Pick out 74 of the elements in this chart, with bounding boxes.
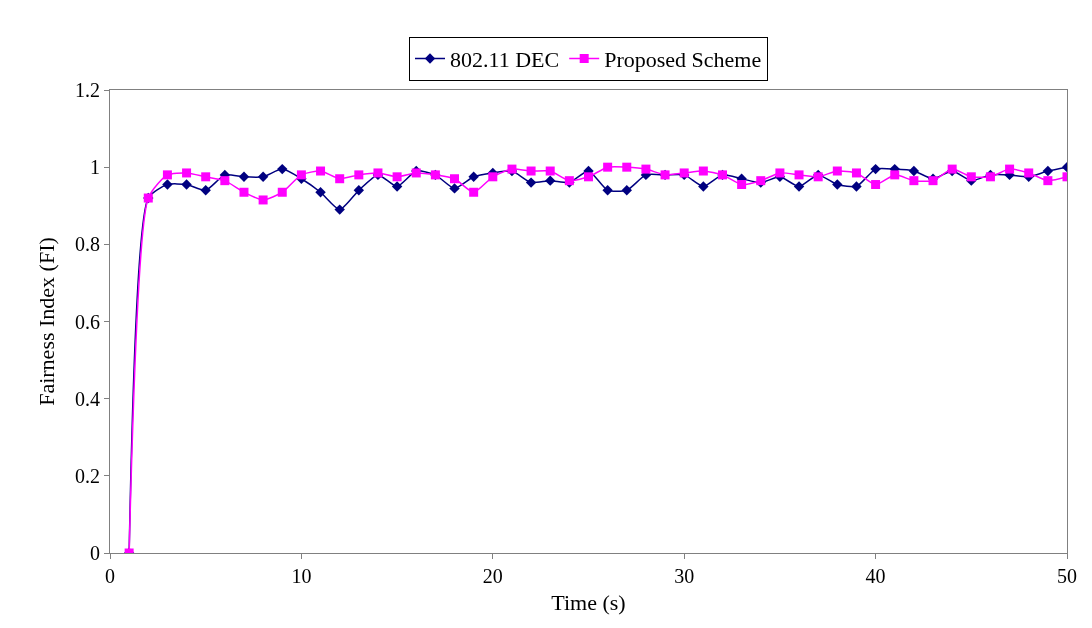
point	[526, 166, 536, 176]
point	[698, 181, 709, 192]
x-tick-label: 30	[674, 565, 695, 587]
y-tick-label: 1	[90, 156, 100, 179]
point	[602, 185, 613, 196]
point	[1043, 176, 1053, 186]
point	[832, 179, 843, 190]
point	[545, 175, 556, 186]
point	[603, 162, 613, 172]
point	[1024, 168, 1034, 178]
y-tick-label: 1.2	[75, 79, 100, 101]
point	[870, 163, 881, 175]
x-tick-label: 40	[865, 565, 886, 587]
y-tick-label: 0	[90, 542, 100, 564]
y-tick-label: 0.6	[75, 310, 100, 333]
x-tick-label: 50	[1057, 565, 1077, 587]
point	[277, 187, 287, 197]
point	[315, 187, 326, 198]
point	[909, 176, 919, 186]
point	[890, 170, 900, 180]
point	[449, 183, 460, 194]
point	[239, 187, 249, 197]
x-axis-title: Time (s)	[551, 589, 626, 615]
point	[622, 162, 632, 172]
point	[525, 177, 537, 188]
point	[584, 172, 593, 182]
point	[334, 204, 345, 215]
point	[851, 181, 862, 192]
y-tick-label: 0.2	[75, 464, 100, 487]
point	[871, 180, 881, 190]
legend-label: Proposed Scheme	[604, 47, 762, 73]
point	[488, 172, 498, 182]
point	[354, 170, 364, 180]
point	[775, 168, 785, 178]
point	[392, 172, 402, 182]
point	[468, 171, 479, 183]
point	[450, 174, 460, 184]
x-tick-label: 10	[291, 565, 312, 587]
point	[794, 170, 804, 180]
point	[182, 168, 192, 178]
point	[908, 165, 920, 177]
y-tick-label: 0.4	[75, 387, 100, 410]
point	[238, 171, 250, 183]
point	[201, 172, 211, 182]
point	[391, 181, 403, 192]
point	[832, 166, 842, 176]
point	[545, 166, 555, 176]
point	[258, 195, 268, 205]
point	[621, 185, 632, 196]
point	[335, 174, 345, 184]
point	[316, 166, 326, 176]
point	[851, 168, 861, 178]
point	[277, 163, 288, 175]
point	[1005, 164, 1015, 174]
x-tick-label: 0	[105, 565, 115, 587]
point	[220, 176, 230, 186]
point	[698, 166, 708, 176]
y-tick-label: 0.8	[75, 233, 100, 256]
point	[793, 181, 805, 192]
point	[181, 179, 192, 190]
point	[296, 170, 306, 180]
point	[353, 185, 365, 196]
point	[162, 170, 172, 180]
point	[966, 172, 976, 182]
x-tick-label: 20	[482, 565, 503, 587]
point	[1042, 165, 1054, 177]
legend-label: 802.11 DEC	[450, 47, 560, 73]
point	[469, 187, 479, 197]
point	[162, 179, 173, 190]
y-axis-title: Fairness Index (FI)	[33, 237, 59, 406]
point	[200, 185, 211, 196]
point	[257, 171, 269, 183]
point	[641, 164, 651, 174]
point	[737, 180, 747, 190]
